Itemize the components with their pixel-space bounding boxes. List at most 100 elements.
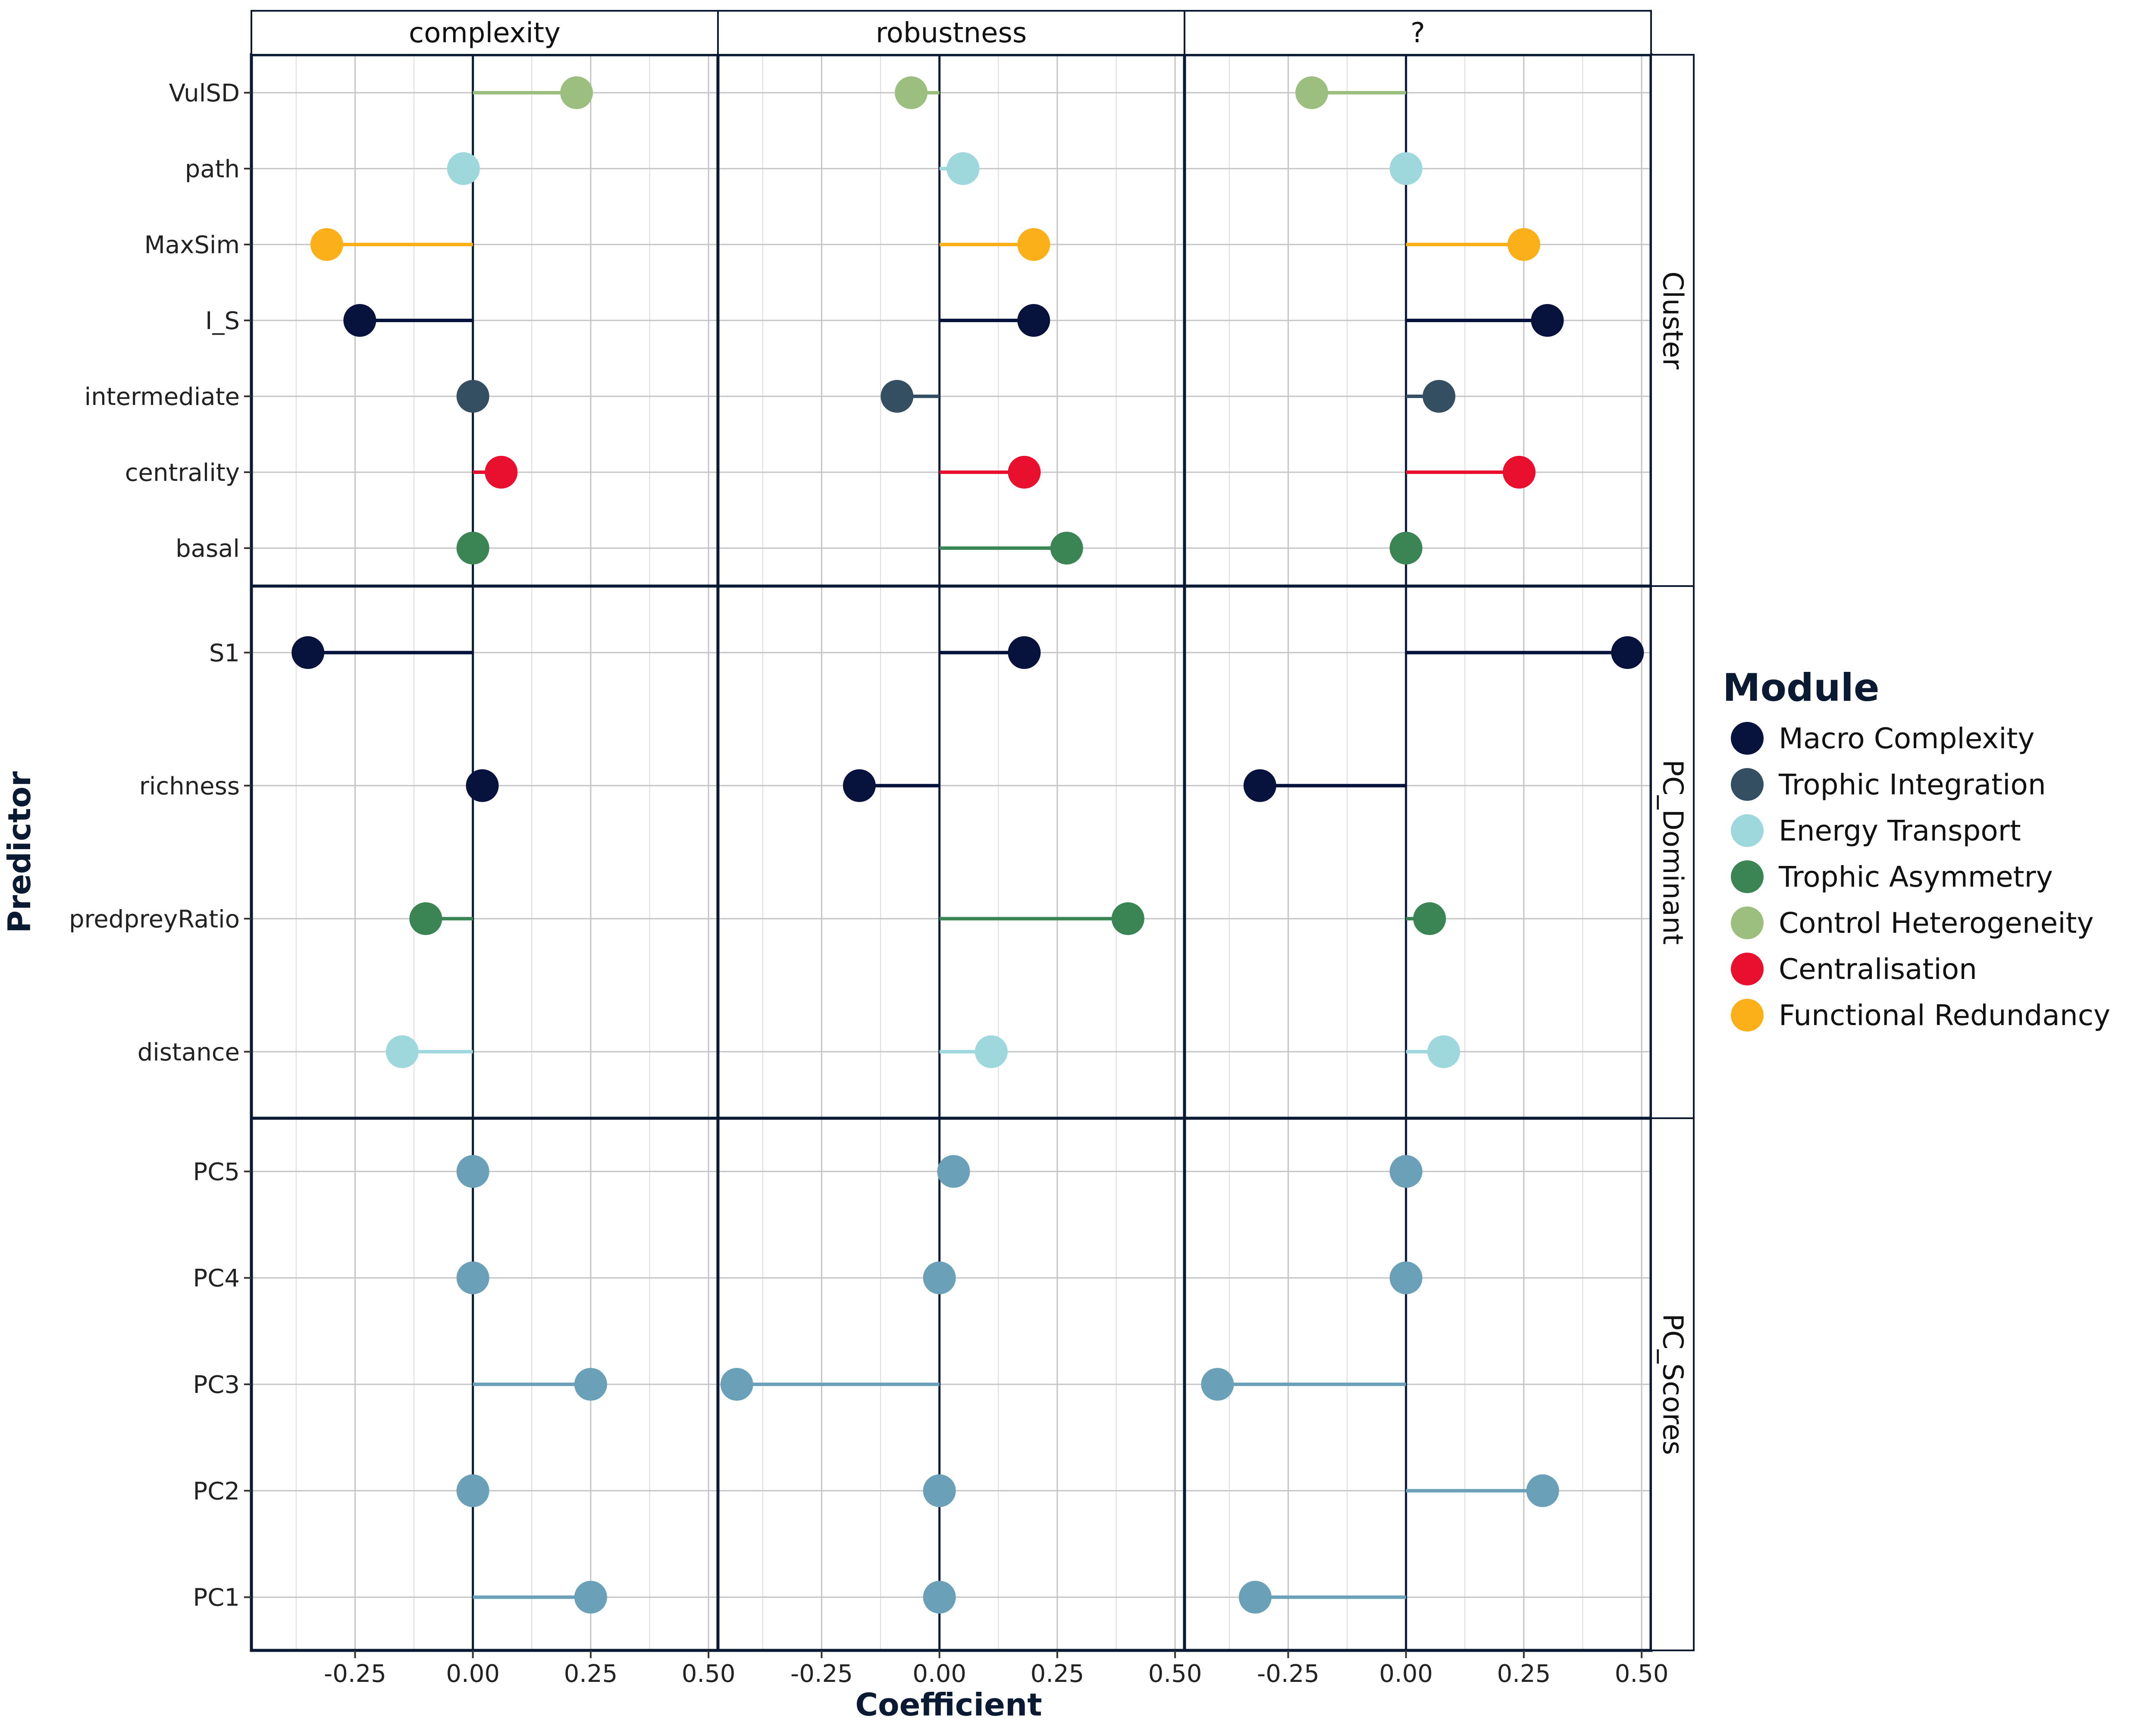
legend-key (1731, 999, 1764, 1032)
y-tick-label: predpreyRatio (69, 905, 240, 933)
y-tick-label: intermediate (85, 383, 240, 411)
lollipop-point-richness-? (1243, 769, 1276, 802)
y-axis-title: Predictor (1, 771, 38, 933)
legend-key (1731, 860, 1764, 893)
x-tick-label: 0.50 (682, 1660, 736, 1688)
legend-key (1731, 906, 1764, 939)
lollipop-point-intermediate-robustness (881, 380, 914, 413)
lollipop-point-path-robustness (946, 152, 980, 185)
lollipop-point-centrality-? (1502, 456, 1536, 489)
lollipop-point-predpreyRatio-? (1413, 902, 1446, 935)
y-tick-label: path (185, 155, 240, 183)
legend-entry-label: Functional Redundancy (1779, 999, 2110, 1032)
facet-strip-label: PC_Scores (1657, 1314, 1689, 1455)
legend-key (1731, 814, 1764, 847)
lollipop-point-PC1-complexity (574, 1581, 607, 1614)
y-tick-label: PC3 (193, 1371, 240, 1399)
x-tick-label: 0.25 (1497, 1660, 1551, 1688)
x-tick-label: 0.50 (1615, 1660, 1669, 1688)
legend-entry-label: Trophic Integration (1778, 768, 2046, 801)
y-tick-label: PC1 (193, 1584, 240, 1612)
x-tick-label: 0.00 (912, 1660, 966, 1688)
legend-entry-label: Macro Complexity (1779, 722, 2034, 755)
facet-strip-label: Cluster (1657, 271, 1689, 370)
lollipop-point-predpreyRatio-complexity (409, 902, 442, 935)
y-tick-label: richness (139, 772, 240, 800)
lollipop-point-centrality-complexity (485, 456, 518, 489)
lollipop-point-PC1-? (1238, 1581, 1272, 1614)
lollipop-point-PC4-robustness (923, 1261, 956, 1295)
lollipop-point-basal-? (1389, 532, 1423, 565)
lollipop-point-path-? (1389, 152, 1423, 185)
lollipop-point-PC3-complexity (574, 1368, 607, 1401)
lollipop-point-distance-complexity (385, 1035, 419, 1068)
x-tick-label: -0.25 (790, 1660, 853, 1688)
lollipop-point-PC3-robustness (720, 1368, 753, 1401)
facet-strip-top (1184, 10, 1652, 56)
lollipop-point-S1-robustness (1008, 636, 1041, 669)
y-tick-label: PC4 (193, 1264, 240, 1292)
lollipop-point-VulSD-? (1295, 76, 1329, 109)
facet-strip-right (1650, 585, 1695, 1119)
legend-entry-label: Control Heterogeneity (1779, 906, 2094, 940)
legend-title: Module (1723, 665, 1880, 710)
x-tick-label: -0.25 (324, 1660, 386, 1688)
legend-entry-label: Trophic Asymmetry (1778, 860, 2053, 894)
lollipop-point-I_S-? (1531, 304, 1564, 337)
facet-strip-top (717, 10, 1185, 56)
y-tick-label: basal (175, 535, 240, 563)
facet-strip-label: complexity (409, 17, 561, 49)
legend-entry-label: Centralisation (1779, 953, 1977, 986)
lollipop-point-VulSD-robustness (895, 76, 928, 109)
y-tick-label: PC2 (193, 1477, 240, 1505)
legend-key (1731, 768, 1764, 801)
lollipop-point-PC3-? (1201, 1368, 1234, 1401)
facet-strip-label: robustness (876, 17, 1027, 49)
x-tick-label: 0.25 (1031, 1660, 1084, 1688)
y-tick-label: MaxSim (144, 231, 240, 259)
lollipop-point-MaxSim-robustness (1017, 228, 1050, 261)
lollipop-point-I_S-complexity (343, 304, 376, 337)
facet-strip-right (1650, 1117, 1695, 1651)
lollipop-point-PC2-? (1526, 1474, 1559, 1507)
lollipop-point-PC4-complexity (456, 1261, 489, 1295)
lollipop-point-PC2-complexity (456, 1474, 489, 1507)
lollipop-point-basal-complexity (456, 532, 489, 565)
x-tick-label: 0.25 (564, 1660, 618, 1688)
lollipop-point-PC5-? (1389, 1155, 1423, 1188)
lollipop-point-MaxSim-? (1507, 228, 1540, 261)
lollipop-point-PC1-robustness (923, 1581, 956, 1614)
panel-border (250, 584, 720, 1120)
y-tick-label: PC5 (193, 1158, 240, 1186)
lollipop-point-PC5-robustness (937, 1155, 970, 1188)
lollipop-point-PC4-? (1389, 1261, 1423, 1295)
x-tick-label: 0.50 (1148, 1660, 1202, 1688)
lollipop-point-PC5-complexity (456, 1155, 489, 1188)
panel-border (716, 584, 1186, 1120)
panel-border (1183, 584, 1653, 1120)
facet-strip-label: ? (1410, 17, 1425, 49)
x-tick-label: -0.25 (1257, 1660, 1319, 1688)
lollipop-point-I_S-robustness (1017, 304, 1050, 337)
lollipop-point-intermediate-complexity (456, 380, 489, 413)
y-tick-label: VulSD (169, 79, 240, 107)
legend-entry-label: Energy Transport (1779, 814, 2021, 847)
lollipop-point-S1-? (1611, 636, 1644, 669)
lollipop-point-richness-complexity (466, 769, 499, 802)
lollipop-point-VulSD-complexity (560, 76, 593, 109)
lollipop-point-S1-complexity (291, 636, 325, 669)
y-tick-label: distance (138, 1038, 240, 1066)
x-axis-title: Coefficient (855, 1687, 1042, 1723)
legend-key (1731, 722, 1764, 755)
lollipop-point-PC2-robustness (923, 1474, 956, 1507)
lollipop-point-distance-robustness (975, 1035, 1008, 1068)
lollipop-point-MaxSim-complexity (310, 228, 343, 261)
legend-key (1731, 953, 1764, 985)
lollipop-point-centrality-robustness (1008, 456, 1041, 489)
lollipop-point-intermediate-? (1423, 380, 1456, 413)
lollipop-point-predpreyRatio-robustness (1111, 902, 1144, 935)
x-tick-label: 0.00 (446, 1660, 500, 1688)
facet-strip-top (251, 10, 719, 56)
lollipop-point-path-complexity (447, 152, 480, 185)
